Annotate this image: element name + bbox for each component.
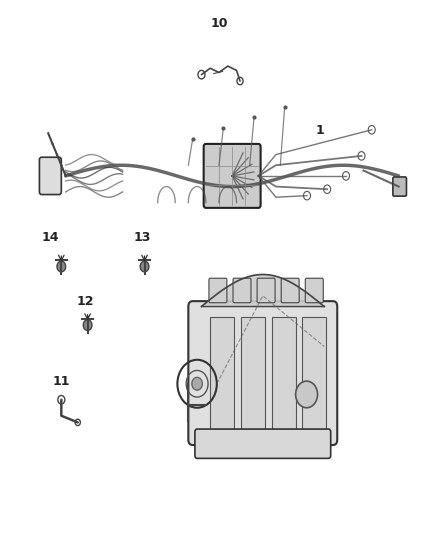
Text: 12: 12: [77, 295, 94, 308]
Bar: [241, 317, 265, 429]
Text: 14: 14: [42, 231, 59, 244]
Text: 11: 11: [53, 375, 70, 387]
FancyBboxPatch shape: [39, 157, 61, 195]
Bar: [272, 317, 296, 429]
FancyBboxPatch shape: [305, 278, 323, 303]
Text: 13: 13: [134, 231, 151, 244]
FancyBboxPatch shape: [233, 278, 251, 303]
FancyBboxPatch shape: [281, 278, 299, 303]
FancyBboxPatch shape: [195, 429, 331, 458]
Text: 10: 10: [210, 18, 228, 30]
Bar: [302, 317, 326, 429]
FancyBboxPatch shape: [204, 144, 261, 208]
FancyBboxPatch shape: [188, 301, 337, 445]
FancyBboxPatch shape: [393, 177, 406, 196]
Circle shape: [140, 261, 149, 272]
Circle shape: [192, 377, 202, 390]
Circle shape: [57, 261, 66, 272]
Text: 1: 1: [315, 124, 324, 137]
FancyBboxPatch shape: [257, 278, 275, 303]
FancyBboxPatch shape: [209, 278, 227, 303]
Bar: [210, 317, 234, 429]
Circle shape: [83, 320, 92, 330]
Circle shape: [296, 381, 318, 408]
